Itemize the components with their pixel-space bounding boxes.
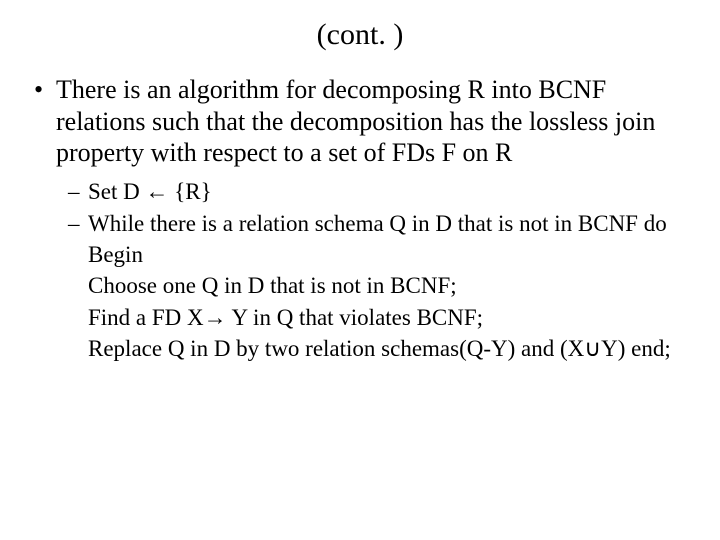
- sub-item: Find a FD X→ Y in Q that violates BCNF;: [68, 303, 692, 332]
- sub-text: While there is a relation schema Q in D …: [88, 211, 667, 236]
- sub-text: Begin: [88, 242, 143, 267]
- sub-text: Choose one Q in D that is not in BCNF;: [88, 273, 457, 298]
- bullet-text: There is an algorithm for decomposing R …: [56, 75, 655, 167]
- bullet-item: There is an algorithm for decomposing R …: [32, 74, 692, 364]
- sub-item: Replace Q in D by two relation schemas(Q…: [68, 334, 692, 363]
- sub-item: While there is a relation schema Q in D …: [68, 209, 692, 238]
- sub-item: Begin: [68, 240, 692, 269]
- sub-text: Replace Q in D by two relation schemas(Q…: [88, 336, 671, 361]
- sub-list: Set D ← {R} While there is a relation sc…: [56, 177, 692, 364]
- sub-item: Set D ← {R}: [68, 177, 692, 206]
- slide: (cont. ) There is an algorithm for decom…: [0, 0, 720, 540]
- sub-text: Find a FD X→ Y in Q that violates BCNF;: [88, 305, 483, 330]
- sub-text: Set D ← {R}: [88, 179, 212, 204]
- bullet-list: There is an algorithm for decomposing R …: [28, 74, 692, 364]
- slide-title: (cont. ): [28, 18, 692, 52]
- sub-item: Choose one Q in D that is not in BCNF;: [68, 271, 692, 300]
